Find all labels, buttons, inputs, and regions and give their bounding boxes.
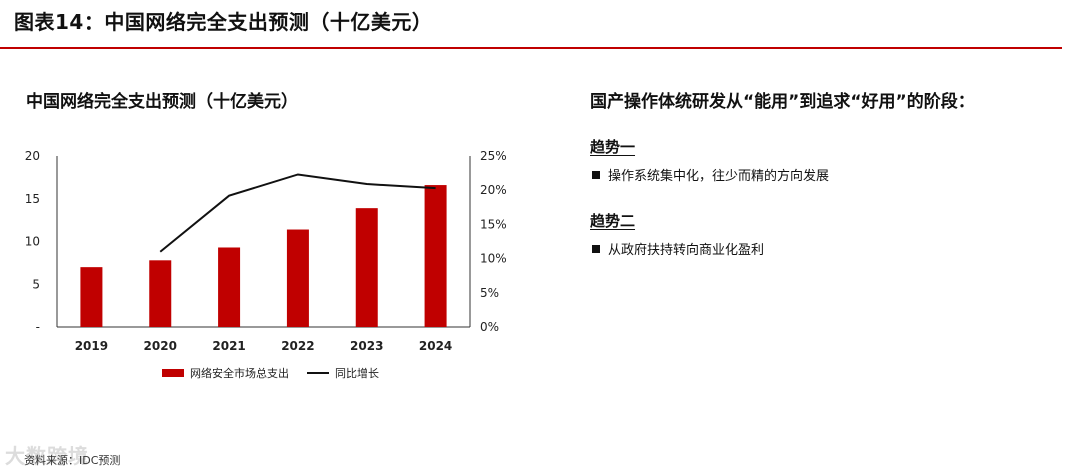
y-right-tick-label: 10% [480, 252, 507, 266]
bar-2019 [80, 267, 103, 327]
watermark-logo: 大数跨境 [5, 444, 89, 468]
y-right-tick-label: 15% [480, 217, 507, 231]
x-tick-label: 2019 [75, 339, 108, 353]
x-tick-label: 2022 [281, 339, 314, 353]
legend-bar-swatch [162, 369, 184, 377]
combo-chart: - 5 10 15 20 0% 5% 10% 15% 20% 25% 2019 2020 2021 2022… [25, 149, 507, 353]
source-note: 资料来源：IDC预测 [24, 454, 121, 467]
trend-1: 趋势一 操作系统集中化，往少而精的方向发展 [590, 136, 1060, 184]
y-right-tick-label: 0% [480, 320, 499, 334]
x-tick-label: 2021 [212, 339, 245, 353]
trends-panel: 国产操作体统研发从“能用”到追求“好用”的阶段： 趋势一 操作系统集中化，往少而… [590, 87, 1060, 258]
trend-1-item: 操作系统集中化，往少而精的方向发展 [590, 165, 1060, 184]
square-bullet-icon [592, 244, 600, 253]
bar-2021 [218, 247, 241, 327]
y-right-tick-label: 25% [480, 149, 507, 163]
trend-2-heading: 趋势二 [590, 212, 636, 230]
legend-line-label: 同比增长 [335, 367, 379, 380]
x-tick-label: 2024 [419, 339, 452, 353]
y-left-tick-label: 20 [25, 149, 40, 163]
y-left-tick-label: 5 [32, 277, 40, 291]
chart-legend: 网络安全市场总支出 同比增长 [162, 365, 379, 381]
legend-bar-label: 网络安全市场总支出 [190, 367, 289, 380]
trend-1-text: 操作系统集中化，往少而精的方向发展 [608, 169, 830, 184]
x-tick-label: 2023 [350, 339, 383, 353]
square-bullet-icon [592, 170, 600, 179]
y-left-tick-label: 15 [25, 192, 40, 206]
bar-2022 [286, 229, 309, 327]
trend-1-heading: 趋势一 [590, 138, 636, 156]
x-tick-label: 2020 [144, 339, 177, 353]
growth-line [159, 173, 436, 253]
y-left-tick-label: - [36, 320, 40, 334]
trend-2: 趋势二 从政府扶持转向商业化盈利 [590, 210, 1060, 258]
y-right-tick-label: 5% [480, 286, 499, 300]
legend-line-swatch [307, 372, 329, 374]
bar-2020 [149, 260, 172, 327]
bar-2024 [424, 185, 447, 327]
y-left-tick-label: 10 [25, 235, 40, 249]
bar-2023 [355, 208, 378, 327]
trends-title: 国产操作体统研发从“能用”到追求“好用”的阶段： [590, 92, 975, 112]
chart-title: 中国网络完全支出预测（十亿美元） [26, 92, 298, 112]
trend-2-text: 从政府扶持转向商业化盈利 [608, 243, 765, 258]
page-title: 图表14：中国网络完全支出预测（十亿美元） [14, 10, 433, 34]
header-divider [0, 47, 1062, 49]
trend-2-item: 从政府扶持转向商业化盈利 [590, 239, 1060, 258]
y-right-tick-label: 20% [480, 183, 507, 197]
